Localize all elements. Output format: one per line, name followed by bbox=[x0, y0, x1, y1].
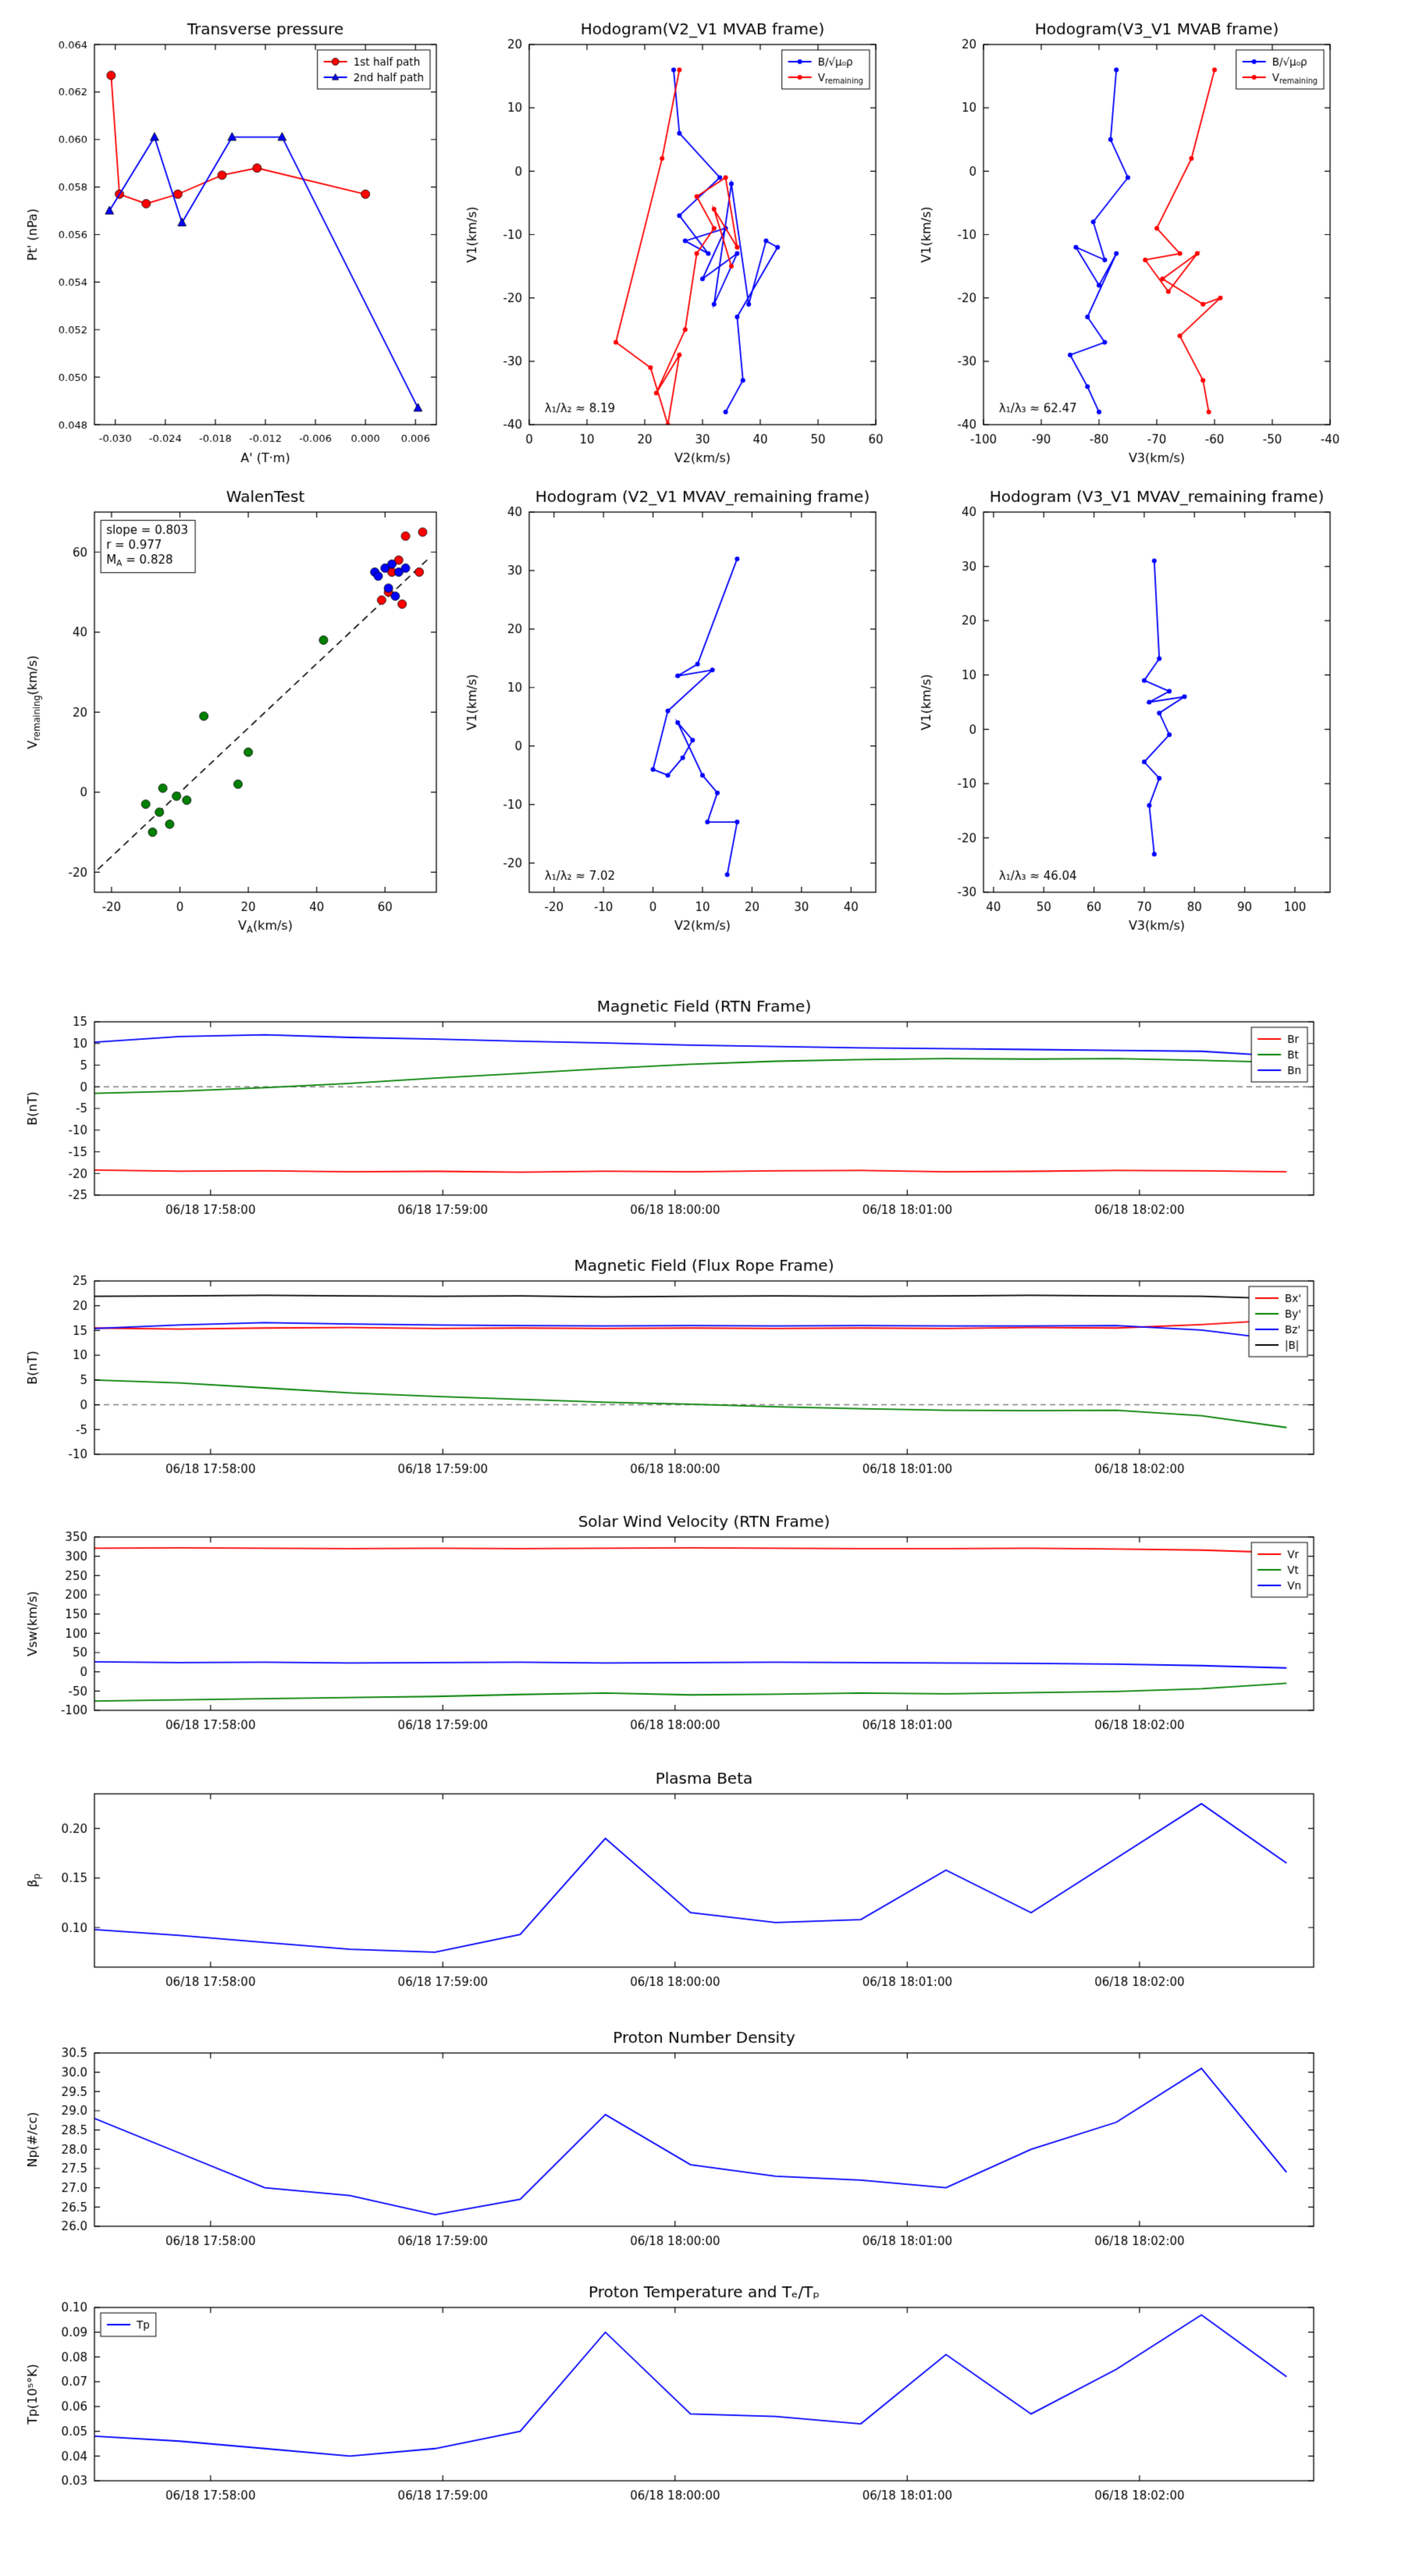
chart-magnetic-field-rtn bbox=[16, 991, 1389, 1233]
chart-solar-wind-velocity bbox=[16, 1507, 1389, 1749]
chart-walen-test bbox=[16, 476, 453, 945]
chart-proton-temperature bbox=[16, 2277, 1389, 2519]
chart-hodogram-v3v1-mvab bbox=[909, 6, 1346, 475]
chart-plasma-beta bbox=[16, 1763, 1389, 2005]
chart-magnetic-field-fluxrope bbox=[16, 1251, 1389, 1493]
chart-proton-number-density bbox=[16, 2023, 1389, 2265]
chart-hodogram-v2v1-mvav bbox=[455, 476, 892, 945]
chart-transverse-pressure bbox=[16, 6, 453, 475]
chart-hodogram-v2v1-mvab bbox=[455, 6, 892, 475]
chart-hodogram-v3v1-mvav bbox=[909, 476, 1346, 945]
